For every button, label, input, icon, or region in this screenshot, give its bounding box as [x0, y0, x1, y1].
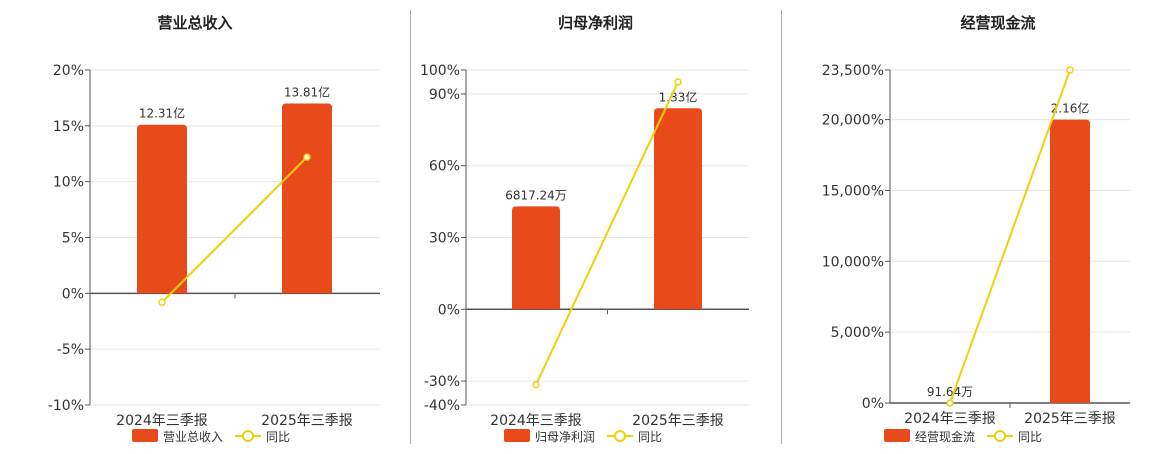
bar — [137, 124, 187, 294]
legend-label-line: 同比 — [266, 430, 290, 444]
x-tick-label: 2025年三季报 — [261, 413, 353, 429]
yoy-point — [1066, 66, 1074, 74]
yoy-point — [303, 153, 311, 161]
panel-divider — [410, 10, 411, 444]
y-tick-label: 0% — [438, 302, 460, 318]
y-tick-label: -10% — [48, 398, 84, 414]
legend-label-line: 同比 — [638, 430, 662, 444]
legend-swatch-point — [242, 430, 254, 442]
chart-title: 归母净利润 — [558, 14, 633, 32]
bar-value-label: 6817.24万 — [505, 188, 567, 202]
y-tick-label: 10% — [53, 175, 84, 191]
y-tick-label: 20% — [53, 63, 84, 79]
legend-label-bar: 归母净利润 — [535, 430, 595, 444]
y-tick-label: 23,500% — [822, 63, 884, 79]
y-tick-label: -30% — [424, 374, 460, 390]
y-tick-label: 30% — [429, 231, 460, 247]
x-tick-label: 2025年三季报 — [632, 413, 724, 429]
chart-panel-revenue: 营业总收入 20% 15% 10% 5% 0% -5% -10% 2024年三季报 2025年三季… — [0, 0, 410, 450]
bar — [1050, 119, 1090, 404]
y-tick-label: 5,000% — [831, 325, 884, 341]
bar-value-label: 91.64万 — [927, 385, 973, 399]
legend-swatch-bar — [504, 429, 530, 442]
x-tick-label: 2025年三季报 — [1024, 411, 1116, 427]
yoy-point — [158, 298, 166, 307]
x-tick-label: 2024年三季报 — [490, 413, 582, 429]
chart-panel-cashflow: 经营现金流 23,500% 20,000% 15,000% 10,000% 5,000% 0… — [782, 0, 1160, 450]
y-tick-label: -5% — [57, 342, 84, 358]
x-tick-label: 2024年三季报 — [116, 413, 208, 429]
bar — [282, 103, 332, 294]
bar — [654, 108, 702, 310]
chart-svg: 营业总收入 20% 15% 10% 5% 0% -5% -10% 2024年三季报 2025年三季… — [48, 14, 380, 444]
y-tick-label: 0% — [862, 396, 884, 412]
y-tick-label: -40% — [424, 398, 460, 414]
y-tick-label: 5% — [62, 231, 84, 247]
bar-value-label: 2.16亿 — [1051, 101, 1090, 116]
chart-svg: 经营现金流 23,500% 20,000% 15,000% 10,000% 5,000% 0… — [822, 14, 1130, 444]
legend-swatch-point — [994, 430, 1006, 442]
yoy-line — [535, 81, 679, 386]
y-tick-label: 10,000% — [822, 254, 884, 270]
x-tick-label: 2024年三季报 — [904, 411, 996, 427]
panel-divider — [781, 10, 782, 444]
y-tick-label: 90% — [429, 87, 460, 103]
bar-value-label: 13.81亿 — [284, 85, 330, 100]
legend-label-bar: 营业总收入 — [163, 430, 223, 444]
legend-swatch-bar — [132, 429, 158, 442]
yoy-line — [949, 69, 1071, 404]
bar-value-label: 1.33亿 — [659, 89, 698, 104]
bar-value-label: 12.31亿 — [139, 106, 185, 121]
y-tick-label: 60% — [429, 159, 460, 175]
yoy-point — [674, 78, 682, 86]
chart-panel-net-profit: 归母净利润 100% 90% 60% 30% 0% -30% -40% 2024年三季报 2025… — [411, 0, 781, 450]
yoy-point — [946, 399, 954, 407]
chart-svg: 归母净利润 100% 90% 60% 30% 0% -30% -40% 2024年三季报 2025… — [420, 14, 749, 444]
chart-title: 经营现金流 — [960, 14, 1035, 32]
legend-swatch-bar — [884, 429, 910, 442]
y-tick-label: 100% — [420, 63, 460, 79]
legend-label-bar: 经营现金流 — [915, 429, 975, 444]
y-tick-label: 20,000% — [822, 113, 884, 129]
bar — [512, 206, 560, 310]
chart-title: 营业总收入 — [157, 14, 232, 32]
legend-label-line: 同比 — [1018, 430, 1042, 444]
yoy-line — [161, 156, 308, 303]
legend-swatch-point — [614, 430, 626, 442]
y-tick-label: 15% — [53, 119, 84, 135]
y-tick-label: 15,000% — [822, 183, 884, 199]
yoy-point — [532, 380, 540, 389]
y-tick-label: 0% — [62, 286, 84, 302]
